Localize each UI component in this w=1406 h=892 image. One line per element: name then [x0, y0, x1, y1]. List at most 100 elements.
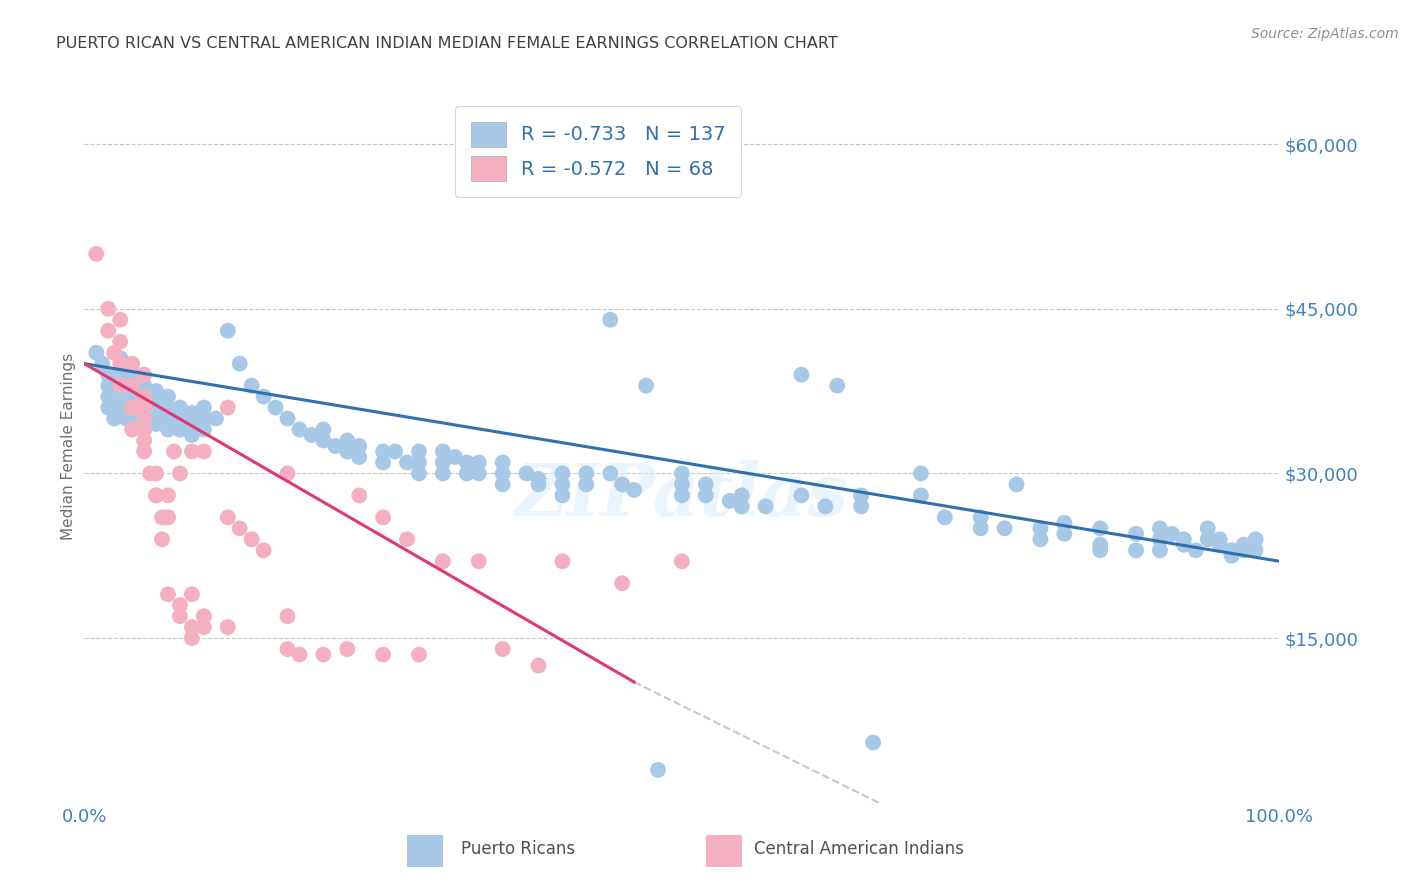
Point — [139, 467, 162, 481]
Point — [97, 368, 120, 382]
Point — [373, 455, 395, 469]
Point — [169, 467, 191, 481]
Point — [1125, 526, 1147, 541]
Point — [217, 620, 239, 634]
Point — [934, 510, 956, 524]
Point — [336, 434, 359, 448]
Point — [103, 395, 125, 409]
Point — [527, 658, 550, 673]
Point — [150, 401, 173, 415]
Point — [110, 378, 132, 392]
Point — [110, 378, 132, 392]
Point — [432, 455, 454, 469]
Point — [277, 609, 299, 624]
Point — [384, 444, 406, 458]
Point — [432, 467, 454, 481]
Point — [1029, 521, 1052, 535]
Point — [193, 411, 215, 425]
Point — [336, 444, 359, 458]
Point — [432, 444, 454, 458]
Point — [288, 423, 311, 437]
Point — [86, 345, 108, 359]
Point — [790, 368, 813, 382]
Point — [1053, 516, 1076, 530]
Point — [1197, 521, 1219, 535]
Point — [671, 554, 693, 568]
Point — [1149, 521, 1171, 535]
Point — [456, 467, 478, 481]
Point — [181, 417, 204, 431]
Point — [551, 488, 574, 502]
Point — [121, 368, 143, 382]
Point — [205, 411, 228, 425]
Point — [862, 735, 884, 749]
Point — [492, 467, 515, 481]
Point — [612, 477, 634, 491]
Point — [115, 401, 138, 415]
Point — [181, 406, 204, 420]
Point — [157, 423, 180, 437]
Point — [121, 390, 143, 404]
Point — [408, 648, 430, 662]
Point — [277, 411, 299, 425]
Point — [373, 510, 395, 524]
Point — [163, 444, 186, 458]
Point — [312, 434, 335, 448]
Point — [277, 467, 299, 481]
Point — [994, 521, 1017, 535]
Y-axis label: Median Female Earnings: Median Female Earnings — [60, 352, 76, 540]
Point — [97, 401, 120, 415]
Point — [1233, 538, 1256, 552]
Point — [551, 477, 574, 491]
Point — [132, 401, 156, 415]
Point — [181, 587, 204, 601]
Point — [695, 488, 717, 502]
Text: ZIPatlas: ZIPatlas — [515, 460, 849, 532]
Point — [132, 401, 156, 415]
Point — [970, 521, 993, 535]
Point — [671, 488, 693, 502]
Point — [132, 368, 156, 382]
Point — [253, 390, 276, 404]
Point — [551, 554, 574, 568]
Point — [851, 488, 873, 502]
Point — [1005, 477, 1028, 491]
Point — [790, 488, 813, 502]
Point — [432, 554, 454, 568]
Point — [1090, 521, 1112, 535]
Point — [145, 488, 167, 502]
Point — [181, 631, 204, 645]
Point — [336, 642, 359, 657]
Point — [396, 533, 419, 547]
Point — [181, 444, 204, 458]
Point — [647, 763, 669, 777]
Point — [551, 467, 574, 481]
Point — [718, 494, 741, 508]
Point — [468, 455, 491, 469]
Point — [157, 510, 180, 524]
Point — [132, 390, 156, 404]
Point — [132, 423, 156, 437]
Point — [132, 411, 156, 425]
Point — [612, 576, 634, 591]
Point — [145, 467, 167, 481]
Point — [91, 357, 114, 371]
Point — [814, 500, 837, 514]
Point — [110, 357, 132, 371]
Point — [121, 401, 143, 415]
Point — [240, 533, 263, 547]
Point — [103, 345, 125, 359]
Point — [217, 324, 239, 338]
Point — [492, 642, 515, 657]
Point — [408, 467, 430, 481]
Point — [1173, 533, 1195, 547]
Point — [157, 411, 180, 425]
Point — [731, 488, 754, 502]
Point — [229, 357, 252, 371]
Point — [1244, 533, 1267, 547]
Point — [755, 500, 778, 514]
Point — [408, 455, 430, 469]
Point — [150, 533, 173, 547]
Point — [1053, 526, 1076, 541]
Point — [1244, 543, 1267, 558]
